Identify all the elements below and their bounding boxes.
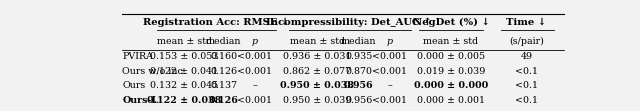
Text: 49: 49	[520, 52, 532, 61]
Text: 0.000 ± 0.001: 0.000 ± 0.001	[417, 96, 485, 105]
Text: 0.956: 0.956	[344, 81, 374, 90]
Text: 0.000 ± 0.000: 0.000 ± 0.000	[414, 81, 488, 90]
Text: <0.001: <0.001	[237, 67, 272, 76]
Text: 0.160: 0.160	[211, 52, 237, 61]
Text: Ours: Ours	[122, 81, 145, 90]
Text: mean ± std: mean ± std	[424, 37, 479, 46]
Text: p: p	[252, 37, 258, 46]
Text: PVIRA: PVIRA	[122, 52, 153, 61]
Text: mean ± std: mean ± std	[157, 37, 212, 46]
Text: 0.936 ± 0.031: 0.936 ± 0.031	[283, 52, 351, 61]
Text: mean ± std: mean ± std	[289, 37, 345, 46]
Text: <0.001: <0.001	[372, 52, 407, 61]
Text: 0.126: 0.126	[211, 67, 237, 76]
Text: Registration Acc: RMSE ↓: Registration Acc: RMSE ↓	[143, 18, 289, 27]
Text: 0.153 ± 0.053: 0.153 ± 0.053	[150, 52, 218, 61]
Text: <0.1: <0.1	[515, 67, 538, 76]
Text: 0.956: 0.956	[345, 96, 372, 105]
Text: <0.001: <0.001	[372, 96, 407, 105]
Text: <0.001: <0.001	[372, 67, 407, 76]
Text: 0.950 ± 0.039: 0.950 ± 0.039	[283, 96, 351, 105]
Text: 0.132 ± 0.045: 0.132 ± 0.045	[150, 81, 218, 90]
Text: p: p	[387, 37, 392, 46]
Text: 0.870: 0.870	[345, 67, 372, 76]
Text: 0.862 ± 0.077: 0.862 ± 0.077	[283, 67, 351, 76]
Text: Time ↓: Time ↓	[506, 18, 547, 27]
Text: 0.137: 0.137	[211, 81, 237, 90]
Text: 0.126: 0.126	[209, 96, 239, 105]
Text: median: median	[341, 37, 376, 46]
Text: Ours w/o inc.: Ours w/o inc.	[122, 67, 186, 76]
Text: 0.000 ± 0.005: 0.000 ± 0.005	[417, 52, 485, 61]
Text: 0.950 ± 0.038: 0.950 ± 0.038	[280, 81, 354, 90]
Text: Incompressibility: Det_AUC ↑: Incompressibility: Det_AUC ↑	[266, 18, 432, 27]
Text: –: –	[252, 81, 257, 90]
Text: <0.001: <0.001	[237, 96, 272, 105]
Text: NegDet (%) ↓: NegDet (%) ↓	[413, 18, 490, 27]
Text: median: median	[206, 37, 241, 46]
Text: –: –	[387, 81, 392, 90]
Text: <0.1: <0.1	[515, 81, 538, 90]
Text: 0.935: 0.935	[345, 52, 372, 61]
Text: 0.122 ± 0.041: 0.122 ± 0.041	[150, 67, 218, 76]
Text: <0.001: <0.001	[237, 52, 272, 61]
Text: (s/pair): (s/pair)	[509, 37, 544, 46]
Text: 0.122 ± 0.038: 0.122 ± 0.038	[147, 96, 221, 105]
Text: 0.019 ± 0.039: 0.019 ± 0.039	[417, 67, 485, 76]
Text: Ours-L: Ours-L	[122, 96, 158, 105]
Text: <0.1: <0.1	[515, 96, 538, 105]
